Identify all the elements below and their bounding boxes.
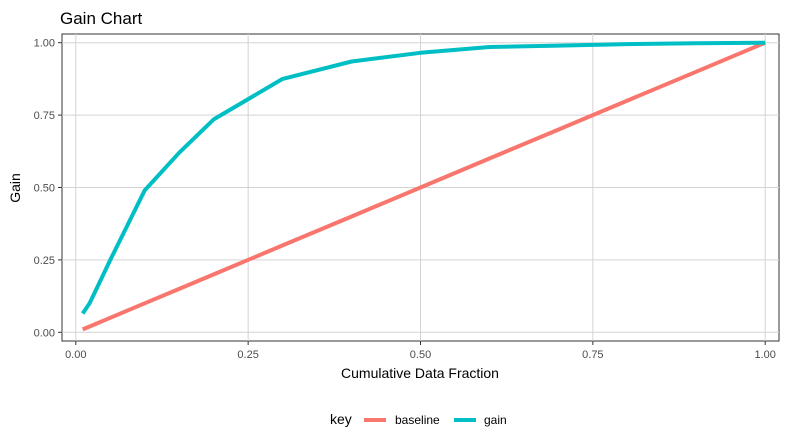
legend-label-gain: gain — [484, 413, 507, 427]
x-tick-label: 0.50 — [410, 349, 431, 361]
y-axis-ticks: 0.00 0.25 0.50 0.75 1.00 — [34, 38, 62, 339]
x-axis-ticks: 0.00 0.25 0.50 0.75 1.00 — [65, 341, 776, 361]
y-axis-title: Gain — [7, 173, 23, 203]
grid-lines — [62, 34, 779, 341]
y-tick-label: 0.75 — [34, 110, 55, 122]
x-tick-label: 0.75 — [582, 349, 603, 361]
series-line-baseline — [81, 40, 766, 332]
series-line-gain — [81, 40, 766, 315]
x-tick-label: 1.00 — [755, 349, 776, 361]
y-tick-label: 0.00 — [34, 327, 55, 339]
data-series — [81, 40, 766, 332]
legend-title: key — [330, 411, 352, 427]
x-axis-title: Cumulative Data Fraction — [341, 365, 499, 381]
chart-title: Gain Chart — [60, 9, 142, 28]
y-tick-label: 0.25 — [34, 255, 55, 267]
x-tick-label: 0.00 — [65, 349, 86, 361]
legend: key baseline gain — [330, 411, 507, 427]
y-tick-label: 0.50 — [34, 183, 55, 195]
y-tick-label: 1.00 — [34, 38, 55, 50]
legend-label-baseline: baseline — [395, 413, 440, 427]
x-tick-label: 0.25 — [237, 349, 258, 361]
